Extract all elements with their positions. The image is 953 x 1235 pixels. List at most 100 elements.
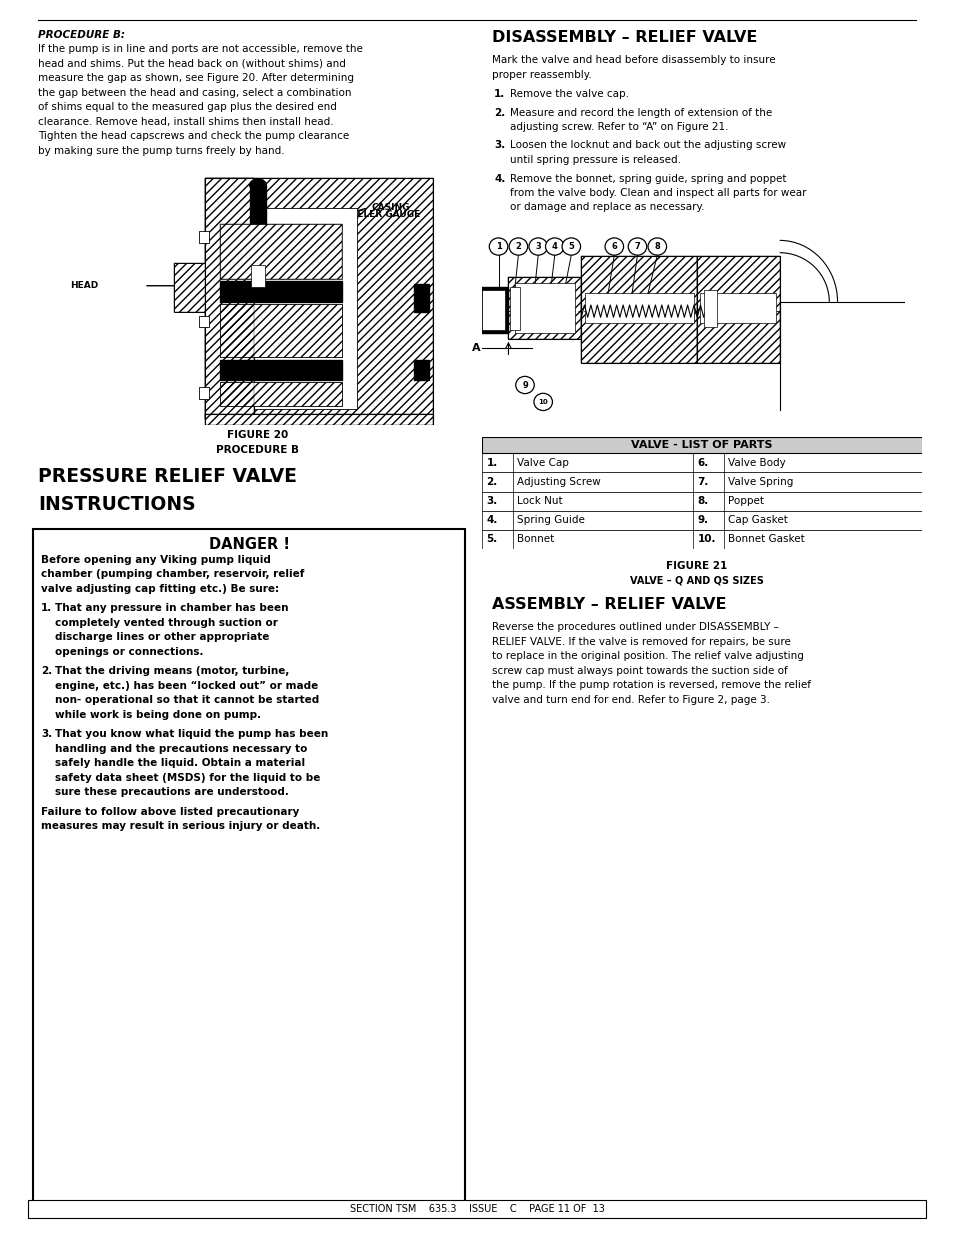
Text: 8: 8 [654,242,659,251]
Text: CASING: CASING [372,204,410,212]
Text: VALVE - LIST OF PARTS: VALVE - LIST OF PARTS [631,440,772,450]
Text: 9: 9 [521,380,527,389]
Bar [220,224,341,279]
Text: 4.: 4. [494,173,505,184]
Bar [220,361,341,380]
Text: 1.: 1. [494,89,505,99]
Text: DISASSEMBLY – RELIEF VALVE: DISASSEMBLY – RELIEF VALVE [492,30,757,44]
Text: PRESSURE RELIEF VALVE: PRESSURE RELIEF VALVE [38,467,296,485]
Text: measure the gap as shown, see Figure 20. After determining: measure the gap as shown, see Figure 20.… [38,74,354,84]
Circle shape [627,238,646,256]
Text: VALVE – Q AND QS SIZES: VALVE – Q AND QS SIZES [629,576,763,585]
Text: 3.: 3. [41,729,52,740]
Circle shape [516,377,534,394]
Ellipse shape [250,179,266,190]
Text: ASSEMBLY – RELIEF VALVE: ASSEMBLY – RELIEF VALVE [492,598,726,613]
Bar [174,263,205,311]
Circle shape [604,238,623,256]
Bar [580,256,697,363]
Text: Bonnet Gasket: Bonnet Gasket [728,535,804,545]
Text: Adjusting Screw: Adjusting Screw [517,477,600,487]
Text: openings or connections.: openings or connections. [55,647,203,657]
Bar [481,530,921,550]
Bar [580,256,697,363]
Text: If the pump is in line and ports are not accessible, remove the: If the pump is in line and ports are not… [38,44,362,54]
Bar [700,293,776,324]
Bar [220,304,341,357]
Text: Remove the bonnet, spring guide, spring and poppet: Remove the bonnet, spring guide, spring … [510,173,785,184]
Text: handling and the precautions necessary to: handling and the precautions necessary t… [55,743,307,753]
Text: 3.: 3. [494,141,505,151]
Text: to replace in the original position. The relief valve adjusting: to replace in the original position. The… [492,651,803,661]
Text: 3: 3 [535,242,540,251]
Bar [205,179,253,419]
Text: SECTION TSM    635.3    ISSUE    C    PAGE 11 OF  13: SECTION TSM 635.3 ISSUE C PAGE 11 OF 13 [349,1204,604,1214]
Bar [220,280,341,303]
Text: proper reassembly.: proper reassembly. [492,69,591,79]
Bar [508,278,580,338]
Text: Before opening any Viking pump liquid: Before opening any Viking pump liquid [41,555,271,564]
Text: 5: 5 [568,242,574,251]
Text: RELIEF VALVE. If the valve is removed for repairs, be sure: RELIEF VALVE. If the valve is removed fo… [492,637,790,647]
Text: Cap Gasket: Cap Gasket [728,515,787,525]
Text: adjusting screw. Refer to “A” on Figure 21.: adjusting screw. Refer to “A” on Figure … [510,122,728,132]
Bar [199,387,209,399]
Circle shape [528,238,547,256]
Text: Valve Spring: Valve Spring [728,477,793,487]
Text: 2.: 2. [494,107,505,117]
Bar [199,231,209,243]
Text: non- operational so that it cannot be started: non- operational so that it cannot be st… [55,695,319,705]
Text: 6: 6 [611,242,617,251]
Text: measures may result in serious injury or death.: measures may result in serious injury or… [41,821,320,831]
Text: INSTRUCTIONS: INSTRUCTIONS [38,495,195,514]
Bar [697,256,779,363]
Text: 10: 10 [537,399,547,405]
Text: Reverse the procedures outlined under DISASSEMBLY –: Reverse the procedures outlined under DI… [492,622,778,632]
Text: FEELER GAUGE: FEELER GAUGE [345,210,420,219]
Text: discharge lines or other appropriate: discharge lines or other appropriate [55,632,269,642]
Text: 7: 7 [634,242,639,251]
Text: from the valve body. Clean and inspect all parts for wear: from the valve body. Clean and inspect a… [510,188,805,198]
Bar [515,284,574,332]
Text: safety data sheet (MSDS) for the liquid to be: safety data sheet (MSDS) for the liquid … [55,773,320,783]
Bar [414,361,429,380]
Bar [481,453,921,473]
Circle shape [534,393,552,410]
Text: 8.: 8. [697,496,708,506]
Bar [481,492,921,511]
Text: That any pressure in chamber has been: That any pressure in chamber has been [55,603,288,614]
Bar [220,304,341,357]
Text: 1.: 1. [486,458,497,468]
Bar [28,1200,925,1218]
Text: Poppet: Poppet [728,496,763,506]
Text: 6.: 6. [697,458,708,468]
Text: FIGURE 21: FIGURE 21 [666,561,727,571]
Text: clearance. Remove head, install shims then install head.: clearance. Remove head, install shims th… [38,117,334,127]
Text: A: A [472,343,480,353]
Bar [205,179,253,419]
Bar [199,316,209,327]
Bar [251,264,265,288]
Text: 1: 1 [495,242,501,251]
Text: 7.: 7. [697,477,708,487]
Bar [250,185,266,275]
Text: valve adjusting cap fitting etc.) Be sure:: valve adjusting cap fitting etc.) Be sur… [41,584,279,594]
Text: until spring pressure is released.: until spring pressure is released. [510,156,680,165]
Bar [697,256,779,363]
Text: 1.: 1. [41,603,52,614]
Text: Measure and record the length of extension of the: Measure and record the length of extensi… [510,107,771,117]
Text: Remove the valve cap.: Remove the valve cap. [510,89,628,99]
Text: PROCEDURE B:: PROCEDURE B: [38,30,125,40]
Text: valve and turn end for end. Refer to Figure 2, page 3.: valve and turn end for end. Refer to Fig… [492,695,769,705]
Text: 3.: 3. [486,496,497,506]
Text: by making sure the pump turns freely by hand.: by making sure the pump turns freely by … [38,146,284,156]
Bar [205,414,433,426]
Text: Lock Nut: Lock Nut [517,496,562,506]
Text: screw cap must always point towards the suction side of: screw cap must always point towards the … [492,666,787,676]
Bar [481,437,921,453]
Bar [205,179,433,419]
Bar [481,473,921,492]
Text: Mark the valve and head before disassembly to insure: Mark the valve and head before disassemb… [492,56,775,65]
Circle shape [647,238,666,256]
Text: 4: 4 [551,242,558,251]
